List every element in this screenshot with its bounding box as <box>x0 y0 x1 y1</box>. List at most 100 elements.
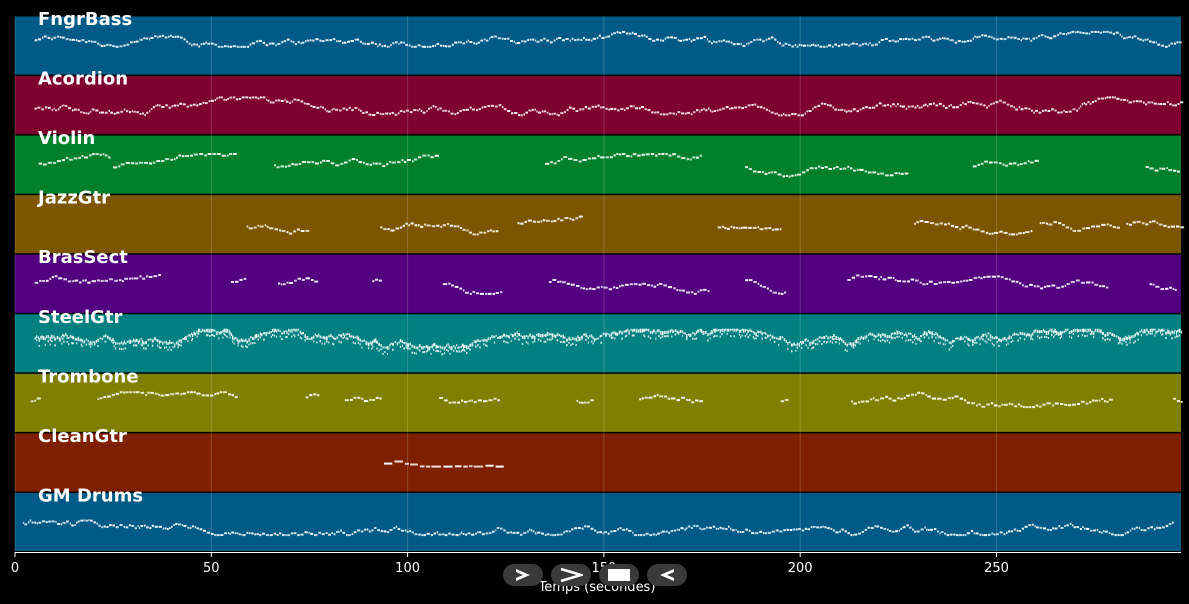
note <box>260 333 263 337</box>
note <box>434 342 436 346</box>
x-axis: 050100150200250 <box>11 552 1181 576</box>
note <box>679 289 681 292</box>
note <box>181 524 183 527</box>
note <box>850 43 852 46</box>
note <box>318 531 321 534</box>
note <box>284 165 288 168</box>
note <box>1097 30 1100 33</box>
note <box>454 41 458 44</box>
note <box>599 531 602 534</box>
note <box>977 335 979 338</box>
back-button[interactable] <box>647 564 687 586</box>
note <box>937 335 940 339</box>
note <box>500 527 503 530</box>
note <box>316 106 320 109</box>
play-button[interactable] <box>503 564 543 586</box>
note <box>91 108 95 111</box>
note <box>120 163 125 166</box>
note <box>568 157 573 160</box>
note <box>637 534 640 537</box>
note <box>1008 233 1011 236</box>
note <box>222 336 224 339</box>
note <box>924 103 927 106</box>
forward-button[interactable] <box>551 564 591 586</box>
note <box>672 153 676 156</box>
note <box>1149 332 1151 335</box>
note <box>581 335 583 340</box>
note <box>405 43 408 46</box>
stop-button[interactable] <box>599 564 639 586</box>
note <box>477 41 480 44</box>
note <box>398 341 400 344</box>
note <box>1130 335 1133 339</box>
note <box>324 336 326 340</box>
note <box>1072 403 1076 406</box>
note <box>1025 406 1028 409</box>
note <box>178 154 182 157</box>
note <box>780 114 783 117</box>
note <box>418 156 422 159</box>
note <box>62 338 64 340</box>
note <box>1128 101 1132 104</box>
note <box>61 159 66 162</box>
note <box>1168 330 1170 335</box>
note <box>1135 100 1139 103</box>
note <box>887 528 889 531</box>
note <box>89 154 92 157</box>
note <box>493 341 496 344</box>
note <box>951 39 954 42</box>
note <box>878 102 882 105</box>
note <box>630 155 633 158</box>
note <box>1166 101 1169 103</box>
note <box>1030 39 1033 42</box>
note <box>556 533 560 536</box>
note <box>834 43 837 46</box>
note <box>803 44 806 47</box>
note <box>439 350 441 353</box>
note <box>201 328 204 332</box>
note <box>554 335 557 339</box>
note <box>543 340 545 343</box>
note <box>405 346 407 349</box>
note <box>1065 111 1068 113</box>
note <box>1079 528 1082 530</box>
note <box>1069 31 1072 34</box>
note <box>808 110 812 112</box>
note <box>157 344 159 347</box>
note <box>942 37 944 39</box>
note <box>88 342 90 346</box>
note <box>778 292 781 295</box>
note <box>785 175 789 177</box>
note <box>212 328 214 332</box>
note <box>545 219 550 222</box>
note <box>266 98 268 101</box>
note <box>1039 526 1043 529</box>
note <box>84 156 89 159</box>
note <box>1076 109 1078 112</box>
note <box>834 108 838 111</box>
note <box>584 525 587 528</box>
note <box>597 337 599 340</box>
note <box>912 528 914 531</box>
note <box>109 524 112 527</box>
note <box>54 337 57 341</box>
note <box>966 279 969 282</box>
note <box>928 280 933 283</box>
note <box>229 331 231 336</box>
note <box>883 527 887 530</box>
note <box>766 287 769 290</box>
x-tick-label: 100 <box>395 561 420 576</box>
note <box>1137 332 1140 336</box>
note <box>308 338 311 340</box>
note <box>1151 101 1154 104</box>
note <box>520 334 522 337</box>
note <box>759 284 762 287</box>
note <box>1055 330 1057 333</box>
note <box>456 350 458 353</box>
note <box>906 394 910 397</box>
note <box>38 344 40 347</box>
note <box>596 37 599 39</box>
note <box>1109 31 1112 34</box>
note <box>991 336 993 339</box>
note <box>872 397 875 400</box>
